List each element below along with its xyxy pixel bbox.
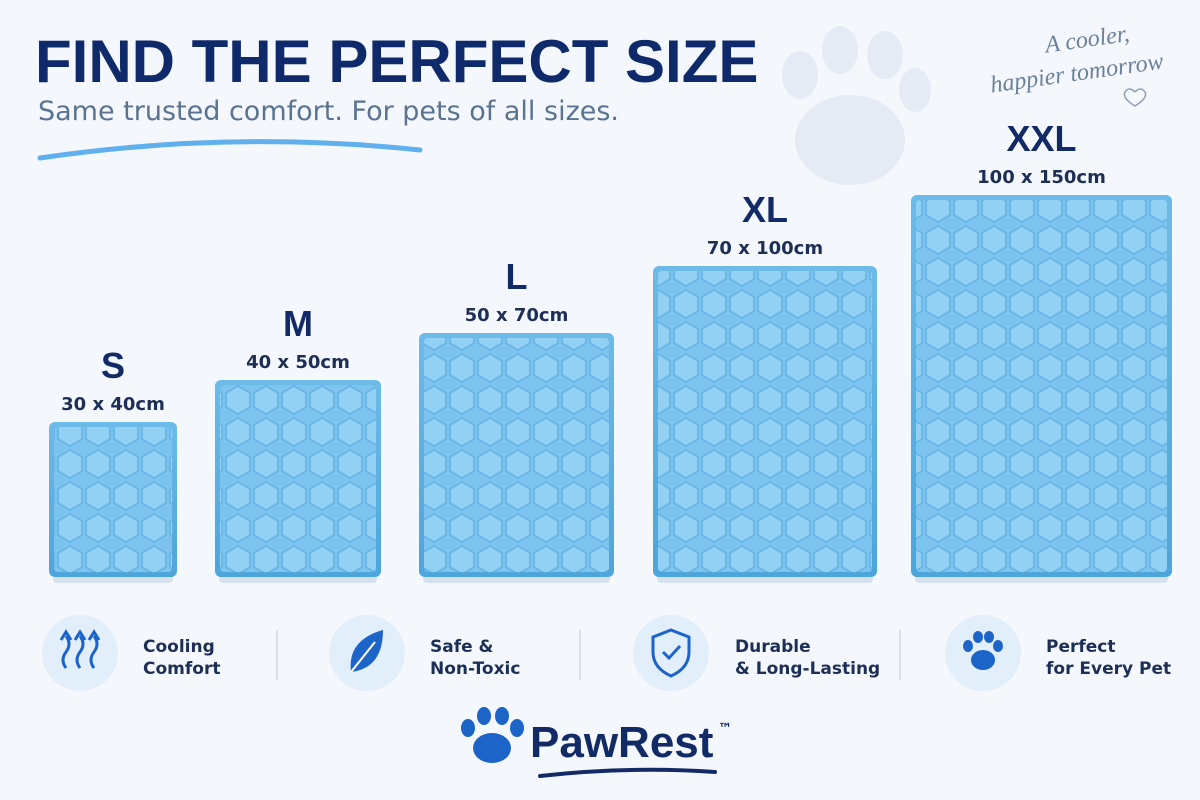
feature-icon [350, 630, 383, 673]
mat-surface [424, 338, 609, 572]
feature-icon [651, 628, 691, 678]
brand: PawRest ™ [461, 707, 732, 778]
mats: S 30 x 40cm M 40 x 50cm L 50 x 70cm XL 70 x 100… [49, 118, 1172, 583]
feature-icon-bg [633, 615, 709, 691]
size-dimensions: 30 x 40cm [61, 394, 165, 415]
mat-surface [658, 271, 872, 572]
feature-text: & Long-Lasting [735, 659, 880, 679]
tagline-line: happier tomorrow [989, 49, 1165, 99]
brand-name: PawRest [530, 718, 714, 767]
size-label: L [506, 256, 528, 297]
underline [37, 139, 423, 161]
feature-text: Cooling [143, 637, 215, 657]
feature-text: Durable [735, 637, 811, 657]
tagline: A cooler, happier tomorrow [989, 21, 1165, 99]
mat-surface [54, 427, 172, 572]
feature-icon [963, 631, 1003, 670]
feature-text: Perfect [1046, 637, 1116, 657]
size-label: M [283, 303, 313, 344]
title: FIND THE PERFECT SIZE [35, 28, 758, 95]
size-dimensions: 50 x 70cm [465, 305, 569, 326]
size-dimensions: 100 x 150cm [977, 167, 1106, 188]
size-dimensions: 40 x 50cm [246, 352, 350, 373]
feature-icon [59, 629, 101, 669]
size-label: XXL [1006, 118, 1076, 159]
size-dimensions: 70 x 100cm [707, 238, 823, 259]
brand-mark: ™ [718, 721, 732, 737]
mat-surface [916, 200, 1167, 572]
size-label: XL [742, 189, 788, 230]
brand-paw [461, 707, 524, 763]
tagline-line: A cooler, [1041, 21, 1131, 59]
feature-text: Non-Toxic [430, 659, 520, 679]
feature-text: for Every Pet [1046, 659, 1171, 679]
brand-swoosh [538, 767, 717, 778]
mat-surface [220, 385, 376, 572]
subtitle: Same trusted comfort. For pets of all si… [38, 96, 619, 127]
feature-text: Safe & [430, 637, 494, 657]
paw-watermark [782, 26, 931, 185]
size-label: S [101, 345, 125, 386]
heart-icon [1123, 88, 1147, 107]
feature-text: Comfort [143, 659, 220, 679]
